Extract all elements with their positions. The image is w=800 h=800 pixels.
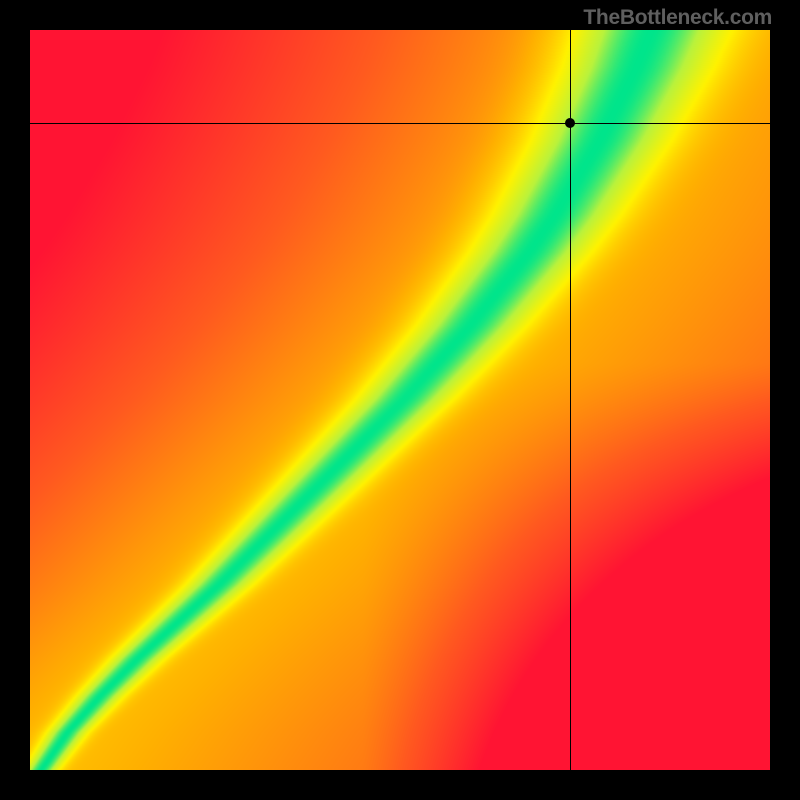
crosshair-horizontal — [30, 123, 770, 124]
chart-root: TheBottleneck.com — [0, 0, 800, 800]
heatmap-canvas — [30, 30, 770, 770]
crosshair-vertical — [570, 30, 571, 770]
plot-area — [30, 30, 770, 770]
watermark: TheBottleneck.com — [583, 6, 772, 30]
crosshair-marker — [565, 118, 575, 128]
